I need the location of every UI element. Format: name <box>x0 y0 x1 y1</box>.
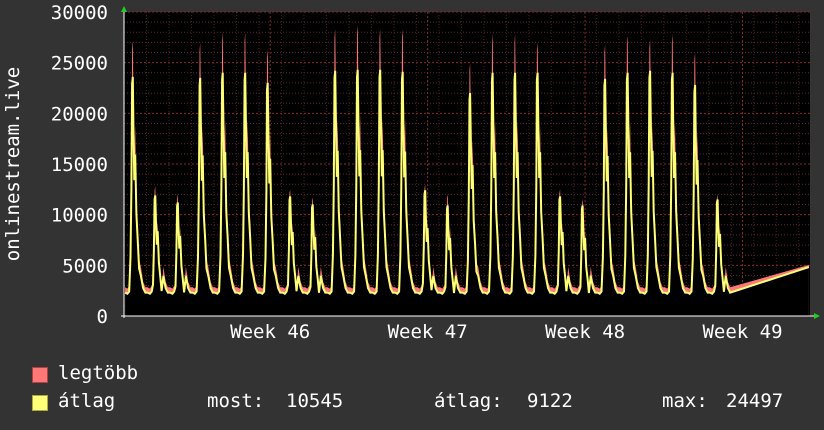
y-tick-label: 30000 <box>51 2 108 24</box>
stat-average-label: átlag: <box>434 390 503 412</box>
y-axis-arrow <box>121 6 127 12</box>
y-tick-label: 0 <box>97 306 108 328</box>
legend-swatch-max <box>32 367 48 383</box>
stat-max-label: max: <box>662 390 708 412</box>
grid <box>123 11 810 317</box>
x-axis-arrow <box>814 313 820 319</box>
x-tick-label: Week 46 <box>230 321 310 343</box>
y-tick-label: 10000 <box>51 205 108 227</box>
stat-max-value: 24497 <box>726 390 784 412</box>
axes <box>121 6 820 319</box>
stat-current-label: most: <box>207 390 265 412</box>
stat-current-value: 10545 <box>286 390 344 412</box>
y-tick-label: 5000 <box>62 255 108 277</box>
y-axis-label: onlinestream.live <box>2 67 24 261</box>
x-tick-label: Week 49 <box>702 321 782 343</box>
series-layer <box>124 25 810 316</box>
x-tick-label: Week 47 <box>388 321 468 343</box>
y-tick-label: 15000 <box>51 154 108 176</box>
legend-item-avg: átlag <box>58 390 116 412</box>
tick-labels: 0 5000 10000 15000 20000 25000 30000 Week 46 Wee… <box>51 2 783 343</box>
x-tick-label: Week 48 <box>545 321 625 343</box>
series-average-line <box>124 69 810 295</box>
y-tick-label: 20000 <box>51 103 108 125</box>
y-tick-label: 25000 <box>51 53 108 75</box>
stat-average-value: 9122 <box>527 390 573 412</box>
legend-item-max: legtöbb <box>58 362 139 384</box>
series-max-mask <box>125 69 809 316</box>
legend-swatch-avg <box>32 395 48 411</box>
